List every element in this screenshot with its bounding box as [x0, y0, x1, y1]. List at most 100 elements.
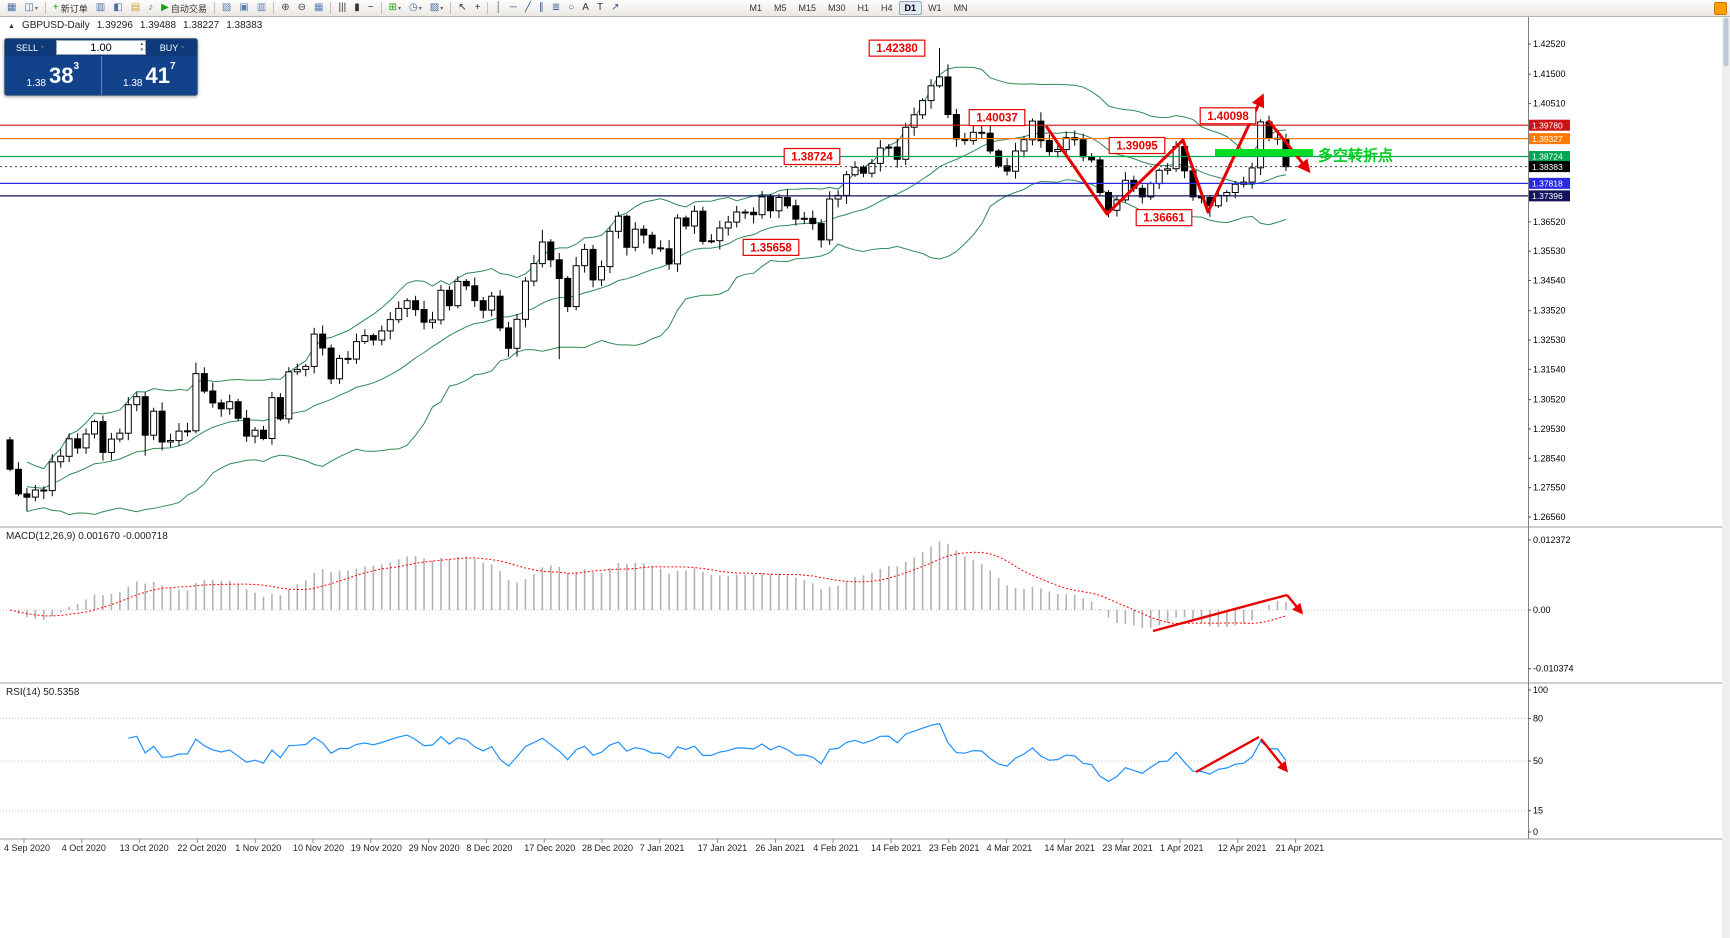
- community-icon[interactable]: [1714, 1, 1727, 15]
- ohlc-close: 1.38383: [226, 20, 263, 31]
- buy-dropdown[interactable]: BUY ▾: [147, 39, 197, 56]
- price-tag: [1529, 151, 1570, 163]
- horizontal-lines: [0, 124, 1528, 197]
- svg-text:17 Dec 2020: 17 Dec 2020: [524, 843, 575, 853]
- vertical-line-icon[interactable]: │: [491, 0, 505, 16]
- charts-icon-glyph: ▥: [95, 2, 106, 13]
- cascade-windows-icon[interactable]: ▧: [218, 0, 235, 16]
- timeframe-h4-button[interactable]: H4: [881, 3, 893, 13]
- svg-text:0.012372: 0.012372: [1533, 535, 1571, 545]
- market-watch-icon[interactable]: ◧: [109, 0, 126, 16]
- svg-text:1.37396: 1.37396: [1532, 191, 1563, 201]
- rsi-arrow[interactable]: [1260, 738, 1289, 773]
- price-tag: [1529, 177, 1570, 189]
- autotrading-button[interactable]: ▶ 自动交易: [157, 0, 211, 16]
- buy-button[interactable]: 1.38 41 7: [102, 56, 198, 95]
- cursor-icon[interactable]: ↖: [454, 0, 470, 16]
- zigzag-projection[interactable]: [1044, 93, 1265, 216]
- price-annotation-box[interactable]: [868, 39, 926, 57]
- rsi-trend-line[interactable]: [1195, 735, 1260, 774]
- timeframe-bar: M1 M5 M15 M30 H1 H4 D1 W1 MN: [743, 1, 973, 15]
- price-annotation-box[interactable]: [1199, 107, 1257, 125]
- buy-label: BUY: [159, 42, 179, 53]
- label-icon-glyph: T: [596, 2, 604, 13]
- timeframe-d1-button[interactable]: D1: [898, 1, 923, 15]
- timeframe-w1-button[interactable]: W1: [928, 3, 942, 13]
- forecast-arrow[interactable]: [1266, 119, 1311, 174]
- buy-price-big: 41: [145, 62, 170, 88]
- bar-chart-icon[interactable]: |||: [334, 0, 350, 16]
- new-order-button[interactable]: + 新订单: [49, 0, 92, 16]
- trendline-icon[interactable]: ╱: [521, 0, 535, 16]
- autotrading-button-label: 自动交易: [170, 3, 207, 14]
- sell-button[interactable]: 1.38 38 3: [5, 56, 101, 95]
- tile-windows-icon[interactable]: ▦: [310, 0, 327, 16]
- price-annotation-box[interactable]: [1135, 209, 1193, 227]
- zoom-out-icon[interactable]: ⊖: [294, 0, 310, 16]
- profiles-icon[interactable]: ◫ ▾: [20, 0, 41, 16]
- buy-price-small: 1.38: [122, 78, 143, 89]
- timeframe-m30-button[interactable]: M30: [828, 3, 846, 13]
- price-annotation-box[interactable]: [1108, 136, 1166, 155]
- macd-trend-line[interactable]: [1152, 593, 1288, 633]
- text-icon[interactable]: A: [578, 0, 593, 16]
- vertical-scrollbar[interactable]: [1722, 16, 1730, 938]
- svg-text:1.30520: 1.30520: [1533, 395, 1566, 405]
- templates-icon[interactable]: ▨ ▾: [426, 0, 447, 16]
- crosshair-icon[interactable]: +: [471, 0, 485, 16]
- rsi-panel: RSI(14) 50.5358 100 80 50 15 0: [0, 685, 1548, 837]
- bar-chart-icon-glyph: |||: [338, 2, 347, 13]
- toolbar-separator: [487, 2, 489, 14]
- candlestick-chart-icon[interactable]: ▮: [350, 0, 364, 16]
- tile-horizontal-icon[interactable]: ▣: [235, 0, 252, 16]
- price-annotation-box[interactable]: [968, 108, 1026, 127]
- svg-text:19 Nov 2020: 19 Nov 2020: [351, 843, 402, 853]
- turning-zone-label: 多空转折点: [1318, 147, 1393, 165]
- navigator-icon[interactable]: ▤: [127, 0, 144, 16]
- timeframe-m15-button[interactable]: M15: [798, 3, 816, 13]
- svg-text:4 Feb 2021: 4 Feb 2021: [813, 843, 859, 853]
- price-annotation-box[interactable]: [783, 147, 841, 166]
- svg-text:1 Nov 2020: 1 Nov 2020: [235, 843, 281, 853]
- svg-text:21 Apr 2021: 21 Apr 2021: [1276, 843, 1325, 853]
- fibonacci-icon[interactable]: ≣: [548, 0, 564, 16]
- shapes-icon[interactable]: ○: [564, 0, 578, 16]
- horizontal-line-icon[interactable]: ─: [506, 0, 521, 16]
- price-annotation-box[interactable]: [742, 238, 800, 256]
- turning-zone-bar[interactable]: [1215, 149, 1313, 157]
- fibonacci-icon-glyph: ≣: [551, 2, 561, 13]
- new-chart-icon[interactable]: ▦: [3, 0, 20, 16]
- templates-icon-glyph: ▨: [429, 2, 440, 13]
- svg-text:12 Apr 2021: 12 Apr 2021: [1218, 843, 1267, 853]
- timeframe-m5-button[interactable]: M5: [773, 3, 787, 13]
- indicators-icon[interactable]: ⊞ ▾: [385, 0, 405, 16]
- navigator-icon-glyph: ▤: [130, 2, 141, 13]
- sell-price-small: 1.38: [26, 78, 46, 89]
- cascade-windows-icon-glyph: ▧: [221, 2, 232, 13]
- candlestick-chart-icon-glyph: ▮: [354, 2, 360, 13]
- channel-icon[interactable]: ∥: [535, 0, 548, 16]
- svg-text:1 Apr 2021: 1 Apr 2021: [1160, 843, 1204, 853]
- timeframe-h1-button[interactable]: H1: [857, 3, 870, 13]
- label-icon[interactable]: T: [593, 0, 607, 16]
- tile-vertical-icon[interactable]: ▥: [253, 0, 270, 16]
- zoom-in-icon[interactable]: ⊕: [277, 0, 293, 16]
- line-chart-icon[interactable]: ~: [364, 0, 378, 16]
- svg-text:1.27550: 1.27550: [1533, 483, 1566, 493]
- macd-arrow[interactable]: [1286, 594, 1304, 615]
- alerts-icon[interactable]: ♪: [144, 0, 157, 16]
- svg-text:26 Jan 2021: 26 Jan 2021: [755, 843, 805, 853]
- charts-icon[interactable]: ▥: [92, 0, 109, 16]
- timeframe-m1-button[interactable]: M1: [749, 3, 762, 13]
- volume-input[interactable]: 1.00 ▴ ▾: [56, 40, 146, 55]
- svg-text:1.35530: 1.35530: [1533, 246, 1566, 256]
- volume-stepper[interactable]: ▴ ▾: [140, 41, 143, 53]
- timeframe-mn-button[interactable]: MN: [953, 3, 968, 13]
- periods-icon[interactable]: ◷ ▾: [405, 0, 426, 16]
- divider: [100, 56, 102, 95]
- sell-dropdown[interactable]: SELL ▾: [5, 39, 55, 56]
- svg-text:10 Nov 2020: 10 Nov 2020: [293, 843, 344, 853]
- toolbar: ▦ ◫ ▾ + 新订单 ▥ ◧ ▤ ♪ ▶ 自动交易 ▧ ▣ ▥ ⊕ ⊖ ▦ ||| ▮ ~ ⊞ ▾ ◷ ▾ ▨ ▾ ↖ + │ ─ ╱ ∥ ≣…: [0, 0, 1730, 17]
- arrow-object-icon[interactable]: ↗: [607, 0, 623, 16]
